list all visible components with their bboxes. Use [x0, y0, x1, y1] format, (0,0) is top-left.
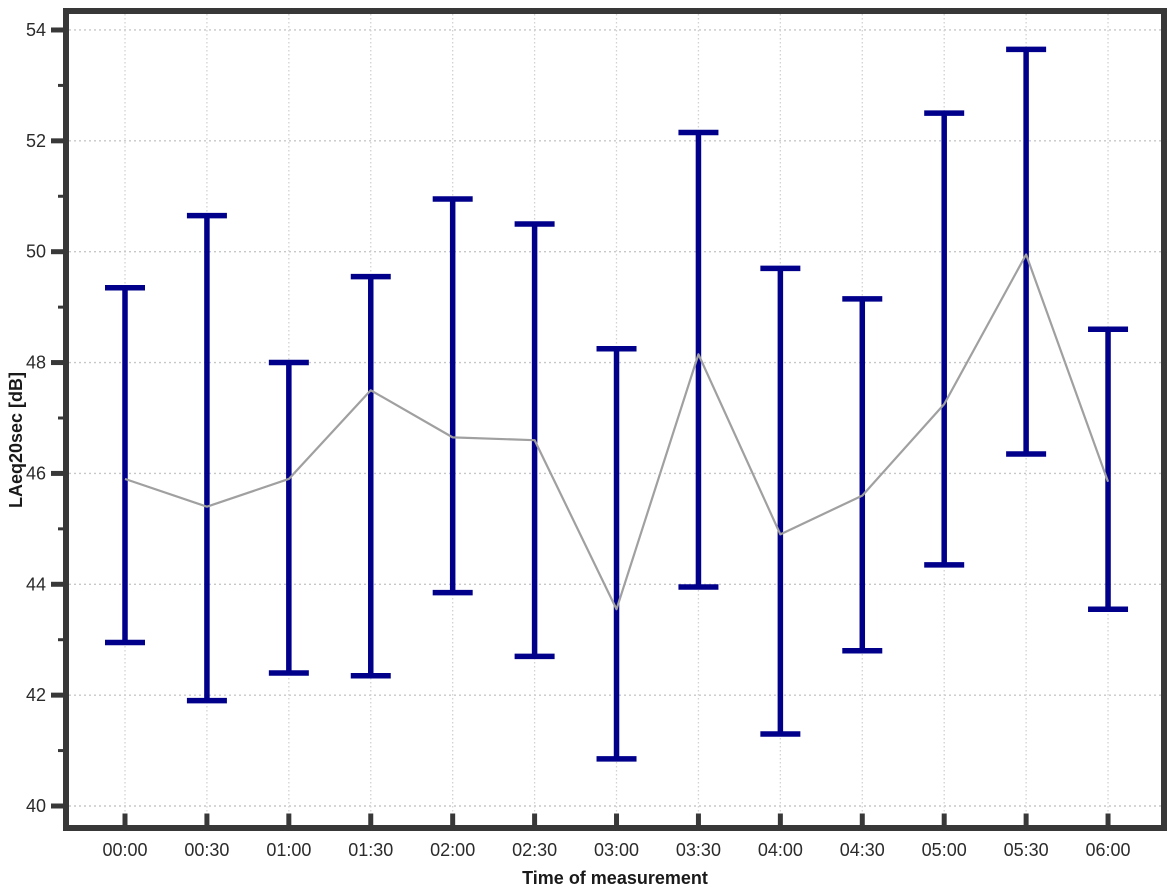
x-tick-label: 02:00 — [430, 840, 475, 860]
y-tick-label: 50 — [26, 242, 46, 262]
mean-line-layer — [124, 253, 1110, 611]
y-tick-label: 46 — [26, 463, 46, 483]
x-tick-label: 04:30 — [840, 840, 885, 860]
y-tick-label: 48 — [26, 353, 46, 373]
y-tick-label: 40 — [26, 796, 46, 816]
x-tick-label: 00:00 — [102, 840, 147, 860]
tick-labels-layer: 40 42 44 46 48 50 52 54 00:00 00:30 01:00 01:30 02:0… — [26, 20, 1131, 860]
ticks-layer — [51, 27, 1111, 827]
x-tick-label: 01:30 — [348, 840, 393, 860]
y-tick-label: 52 — [26, 131, 46, 151]
y-tick-label: 54 — [26, 20, 46, 40]
x-tick-label: 01:00 — [266, 840, 311, 860]
x-tick-label: 03:00 — [594, 840, 639, 860]
x-tick-label: 02:30 — [512, 840, 557, 860]
y-tick-label: 44 — [26, 574, 46, 594]
x-tick-label: 04:00 — [758, 840, 803, 860]
frame-layer — [63, 8, 1167, 831]
error-bars-layer — [105, 46, 1129, 762]
y-axis-title: LAeq20sec [dB] — [6, 372, 26, 508]
x-axis-title: Time of measurement — [522, 868, 708, 888]
x-tick-label: 06:00 — [1086, 840, 1131, 860]
x-tick-label: 00:30 — [184, 840, 229, 860]
y-tick-label: 42 — [26, 685, 46, 705]
x-tick-label: 05:30 — [1004, 840, 1049, 860]
mean-line — [124, 253, 1110, 611]
x-tick-label: 05:00 — [922, 840, 967, 860]
plot-frame — [63, 8, 1167, 831]
x-tick-label: 03:30 — [676, 840, 721, 860]
